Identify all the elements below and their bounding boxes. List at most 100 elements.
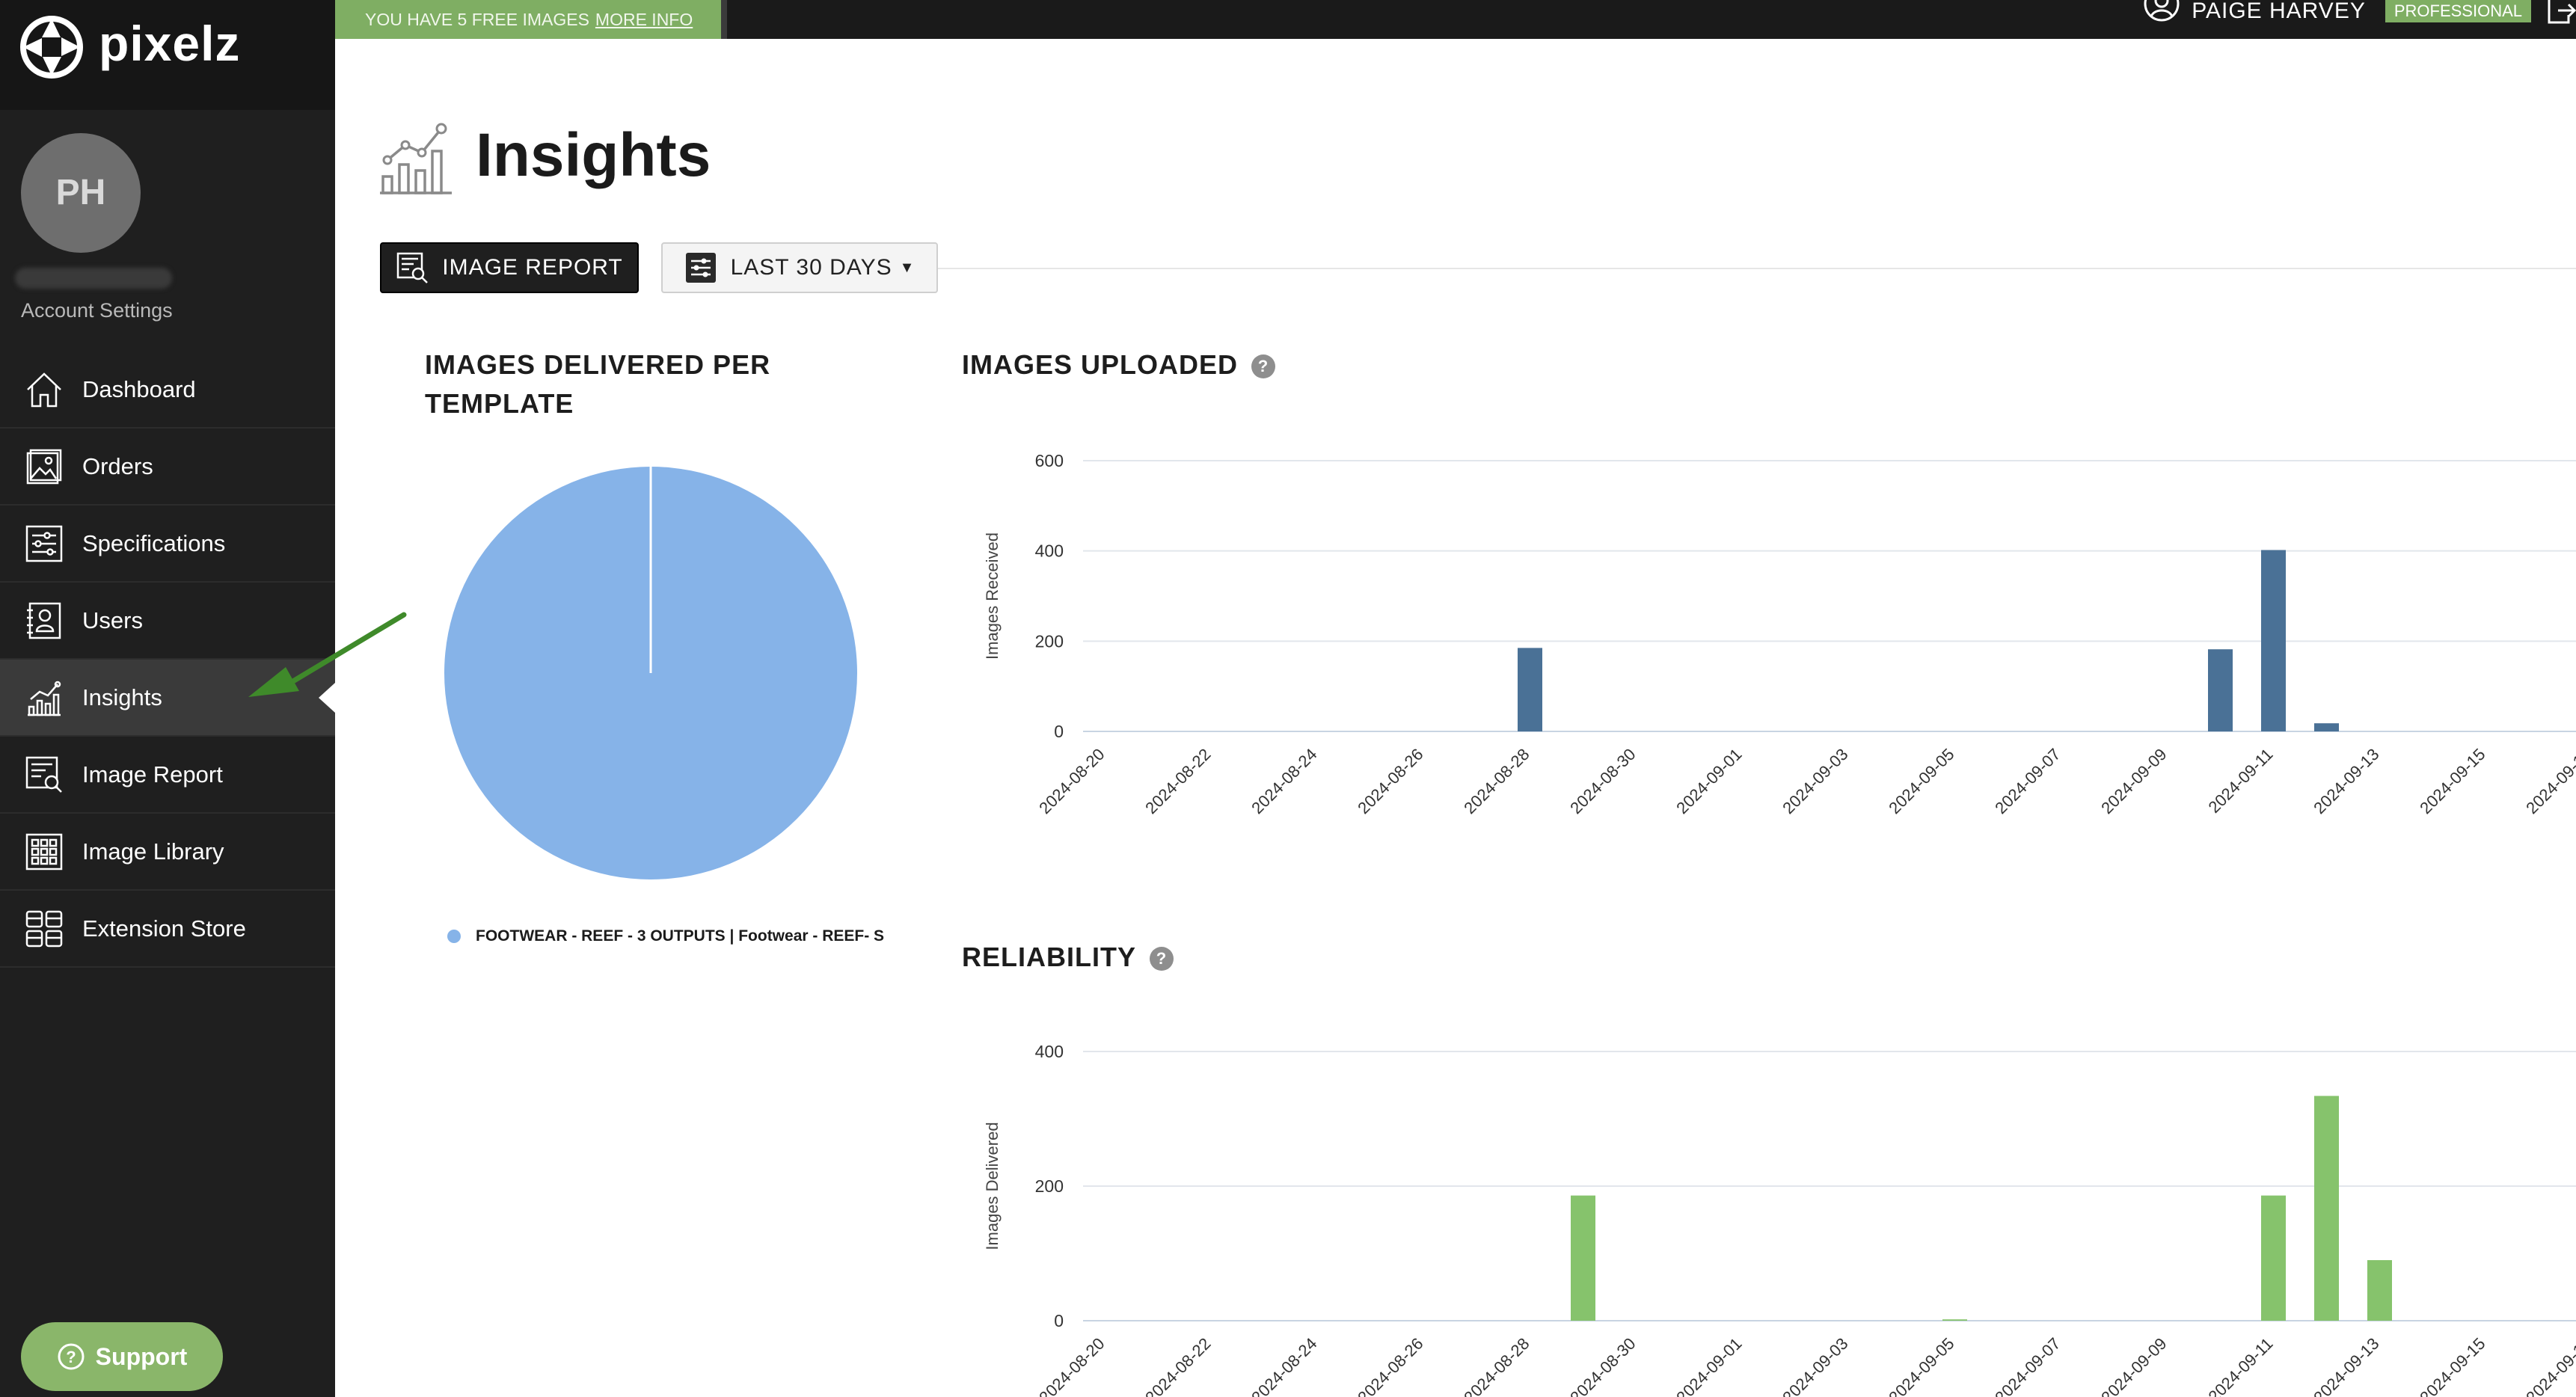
account-settings-link[interactable]: Account Settings	[21, 299, 173, 322]
logout-icon[interactable]	[2546, 0, 2576, 25]
more-info-link[interactable]: MORE INFO	[595, 9, 693, 29]
logo-text[interactable]: pixelz	[99, 16, 241, 71]
x-tick-label: 2024-09-15	[2416, 745, 2488, 817]
y-tick-label: 400	[1035, 1042, 1064, 1061]
y-tick-label: 600	[1035, 451, 1064, 470]
x-tick-label: 2024-08-30	[1566, 745, 1639, 817]
x-tick-label: 2024-09-03	[1779, 1334, 1851, 1397]
y-tick-label: 0	[1054, 722, 1064, 741]
sidebar-item-orders[interactable]: Orders	[0, 429, 335, 506]
insights-title-icon	[380, 123, 452, 194]
sidebar-item-label: Users	[82, 607, 143, 633]
uploaded-chart-title-wrap: IMAGES UPLOADED?	[962, 346, 1276, 384]
avatar[interactable]: PH	[21, 133, 141, 253]
user-name[interactable]: PAIGE HARVEY	[2192, 0, 2366, 23]
sidebar-item-image-report[interactable]: Image Report	[0, 737, 335, 814]
y-axis-label: Images Delivered	[983, 1122, 1002, 1250]
bar[interactable]	[2314, 723, 2339, 731]
image-report-label: IMAGE REPORT	[442, 255, 623, 280]
reliability-chart-title: RELIABILITY	[962, 942, 1136, 972]
report-search-icon	[396, 251, 429, 284]
y-tick-label: 400	[1035, 541, 1064, 561]
sidebar: pixelz PH Account Settings Dashboard Ord…	[0, 0, 335, 1397]
sidebar-item-label: Dashboard	[82, 375, 196, 402]
sliders-icon	[684, 251, 717, 284]
svg-text:?: ?	[66, 1348, 76, 1366]
x-tick-label: 2024-08-28	[1460, 1334, 1533, 1397]
redacted-username	[15, 268, 172, 289]
x-tick-label: 2024-08-24	[1248, 745, 1320, 817]
sidebar-item-specifications[interactable]: Specifications	[0, 506, 335, 583]
sidebar-item-label: Specifications	[82, 529, 226, 556]
x-tick-label: 2024-09-09	[2097, 745, 2170, 817]
page-title: Insights	[476, 121, 711, 189]
sidebar-item-dashboard[interactable]: Dashboard	[0, 351, 335, 429]
images-uploaded-chart: 0 200 400 600 Images Received 2024-08-20 2024-…	[983, 451, 2576, 817]
banner-text: YOU HAVE 5 FREE IMAGES	[365, 9, 589, 29]
sidebar-item-users[interactable]: Users	[0, 583, 335, 660]
uploaded-chart-title: IMAGES UPLOADED	[962, 349, 1239, 380]
bar[interactable]	[1942, 1319, 1967, 1321]
sidebar-item-label: Image Report	[82, 761, 223, 787]
pie-legend[interactable]: FOOTWEAR - REEF - 3 OUTPUTS | Footwear -…	[447, 927, 899, 945]
x-tick-label: 2024-09-11	[2204, 745, 2276, 817]
date-range-dropdown[interactable]: LAST 30 DAYS ▼	[661, 242, 938, 293]
x-tick-label: 2024-08-26	[1354, 745, 1426, 817]
logo-bar: pixelz	[0, 0, 335, 110]
sidebar-nav: Dashboard Orders Specifications Users In…	[0, 351, 335, 968]
bar[interactable]	[1518, 648, 1542, 731]
reliability-chart: 0 200 400 Images Delivered 2024-08-20 2024-08…	[983, 1042, 2576, 1397]
x-tick-label: 2024-09-13	[2310, 745, 2382, 817]
pie-legend-label: FOOTWEAR - REEF - 3 OUTPUTS | Footwear -…	[476, 927, 885, 945]
image-report-button[interactable]: IMAGE REPORT	[380, 242, 639, 293]
x-tick-label: 2024-09-13	[2310, 1334, 2382, 1397]
x-tick-label: 2024-09-17	[2522, 1334, 2576, 1397]
sidebar-item-image-library[interactable]: Image Library	[0, 814, 335, 891]
pixelz-logo-icon[interactable]	[19, 15, 84, 79]
plan-badge: PROFESSIONAL	[2385, 0, 2531, 22]
bar[interactable]	[1571, 1195, 1595, 1321]
pie-chart	[444, 467, 857, 879]
y-tick-label: 200	[1035, 1176, 1064, 1196]
legend-swatch	[447, 930, 461, 943]
sidebar-item-label: Image Library	[82, 838, 224, 865]
sidebar-item-extension-store[interactable]: Extension Store	[0, 891, 335, 968]
bar[interactable]	[2261, 550, 2286, 731]
free-images-banner: YOU HAVE 5 FREE IMAGES MORE INFO	[335, 0, 727, 39]
x-tick-label: 2024-08-20	[1035, 745, 1108, 817]
x-tick-label: 2024-09-05	[1885, 1334, 1957, 1397]
help-circle-icon: ?	[58, 1343, 85, 1370]
x-tick-label: 2024-09-05	[1885, 745, 1957, 817]
x-tick-label: 2024-09-11	[2204, 1334, 2276, 1397]
x-tick-label: 2024-09-07	[1991, 745, 2064, 817]
support-button[interactable]: ? Support	[21, 1322, 223, 1391]
date-range-label: LAST 30 DAYS	[730, 255, 892, 280]
x-tick-label: 2024-09-01	[1672, 1334, 1745, 1397]
x-tick-label: 2024-08-24	[1248, 1334, 1320, 1397]
sidebar-item-label: Extension Store	[82, 915, 246, 942]
x-tick-label: 2024-09-01	[1672, 745, 1745, 817]
bar[interactable]	[2367, 1260, 2392, 1321]
bar[interactable]	[2314, 1096, 2339, 1321]
y-axis-label: Images Received	[983, 532, 1002, 660]
user-area[interactable]: PAIGE HARVEY PROFESSIONAL	[2142, 0, 2531, 23]
x-tick-label: 2024-08-22	[1141, 745, 1214, 817]
help-icon[interactable]: ?	[1150, 947, 1174, 971]
x-tick-label: 2024-08-20	[1035, 1334, 1108, 1397]
y-tick-label: 0	[1054, 1311, 1064, 1330]
grid-library-icon	[22, 830, 66, 873]
bar[interactable]	[2261, 1195, 2286, 1321]
x-tick-label: 2024-09-17	[2522, 745, 2576, 817]
x-tick-label: 2024-09-09	[2097, 1334, 2170, 1397]
x-tick-label: 2024-08-22	[1141, 1334, 1214, 1397]
x-tick-label: 2024-09-15	[2416, 1334, 2488, 1397]
reliability-chart-title-wrap: RELIABILITY?	[962, 938, 1174, 977]
pie-chart-title: IMAGES DELIVERED PER TEMPLATE	[425, 349, 771, 419]
help-icon[interactable]: ?	[1251, 354, 1276, 379]
bar[interactable]	[2208, 649, 2233, 731]
y-tick-label: 200	[1035, 631, 1064, 651]
user-book-icon	[22, 599, 66, 642]
support-label: Support	[95, 1342, 188, 1370]
annotation-arrow-icon	[248, 612, 407, 697]
sliders-icon	[22, 522, 66, 565]
